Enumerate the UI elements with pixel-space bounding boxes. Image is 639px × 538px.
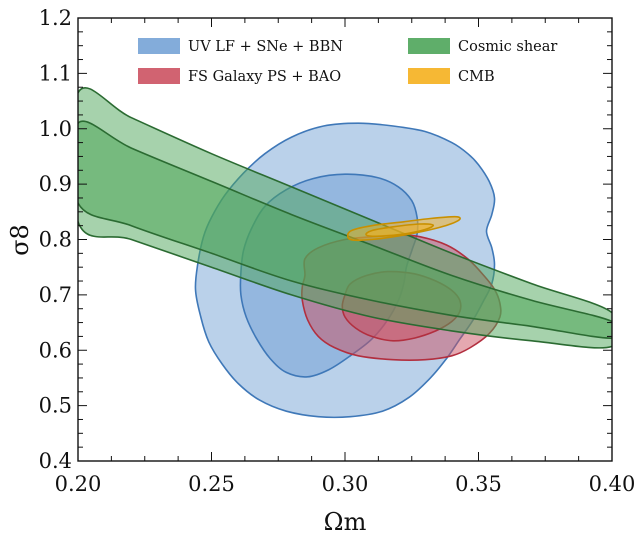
y-tick-label: 0.5 (39, 394, 72, 418)
y-tick-label: 1.0 (39, 117, 72, 141)
legend-swatch (408, 38, 450, 54)
legend-swatch (138, 38, 180, 54)
y-tick-label: 0.4 (39, 449, 72, 473)
y-tick-label: 0.9 (39, 172, 72, 196)
tick-labels: 0.20 0.25 0.30 0.35 0.40 0.4 0.5 0.6 0.7 0.8 0.9 1.… (39, 6, 636, 496)
legend-label: Cosmic shear (458, 39, 557, 55)
axis-titles: Ωm σ8 (6, 224, 367, 536)
legend-label: FS Galaxy PS + BAO (188, 69, 341, 85)
legend-item-cmb: CMB (408, 68, 495, 85)
y-tick-label: 0.7 (39, 283, 72, 307)
y-tick-label: 1.1 (39, 61, 72, 85)
y-tick-label: 0.8 (39, 228, 72, 252)
legend-item-cosmic-shear: Cosmic shear (408, 38, 557, 55)
legend-label: UV LF + SNe + BBN (188, 39, 343, 55)
contour-inner-cmb (365, 223, 435, 238)
x-tick-label: 0.35 (455, 472, 502, 496)
y-tick-label: 0.6 (39, 338, 72, 362)
x-tick-label: 0.25 (188, 472, 235, 496)
y-tick-label: 1.2 (39, 6, 72, 30)
plot-frame (77, 17, 613, 462)
contour-layer (78, 86, 612, 419)
x-axis-title: Ωm (324, 508, 367, 536)
x-tick-label: 0.20 (55, 472, 102, 496)
legend-swatch (138, 68, 180, 84)
legend-swatch (408, 68, 450, 84)
series-cmb (346, 215, 461, 242)
legend-item-fs-galaxy-ps-bao: FS Galaxy PS + BAO (138, 68, 341, 85)
legend-item-uv-lf-sne-bbn: UV LF + SNe + BBN (138, 38, 343, 55)
y-axis-title: σ8 (6, 224, 34, 256)
x-tick-label: 0.40 (589, 472, 636, 496)
legend: UV LF + SNe + BBN FS Galaxy PS + BAO Cosmi… (138, 38, 557, 85)
x-tick-label: 0.30 (322, 472, 369, 496)
legend-label: CMB (458, 69, 495, 85)
